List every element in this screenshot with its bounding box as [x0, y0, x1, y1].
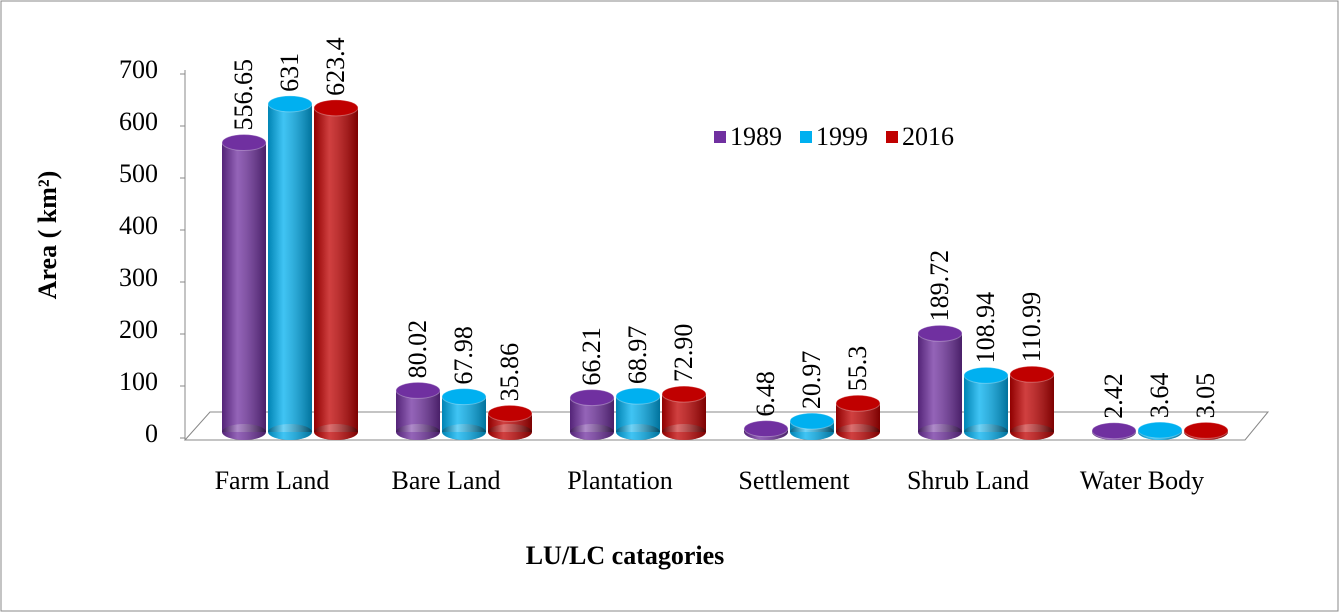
- y-tick-label: 100: [119, 367, 158, 396]
- bar-base-shade: [918, 424, 962, 440]
- y-tick-label: 400: [119, 211, 158, 240]
- bar-base-shade: [396, 424, 440, 440]
- y-tick-label: 600: [119, 107, 158, 136]
- bar-cap: [1183, 421, 1229, 439]
- bar-base-shade: [836, 424, 880, 440]
- bar-cap: [1009, 365, 1055, 383]
- x-axis-label: LU/LC catagories: [526, 541, 725, 570]
- bar-base-shade: [268, 424, 312, 440]
- bar-shade: [314, 107, 358, 432]
- bar-cap: [221, 134, 267, 152]
- bar-cap: [487, 404, 533, 422]
- x-tick-label: Shrub Land: [907, 466, 1029, 495]
- bar-shade: [1010, 374, 1054, 432]
- x-tick-label: Plantation: [567, 466, 672, 495]
- bar-base-shade: [442, 424, 486, 440]
- value-label: 110.99: [1017, 292, 1046, 363]
- value-label: 20.97: [797, 351, 826, 410]
- bar-base-shade: [488, 424, 532, 440]
- value-label: 631: [275, 53, 304, 92]
- value-label: 6.48: [751, 371, 780, 417]
- x-tick-label: Farm Land: [215, 466, 330, 495]
- x-tick-label: Settlement: [738, 466, 850, 495]
- bar-base-shade: [616, 424, 660, 440]
- legend-label: 2016: [902, 122, 954, 151]
- bar-cap: [1091, 422, 1137, 440]
- value-label: 72.90: [669, 324, 698, 383]
- value-label: 623.4: [321, 37, 350, 96]
- legend-label: 1999: [816, 122, 868, 151]
- y-axis-label: Area ( km²): [33, 171, 62, 300]
- bar-shade: [268, 103, 312, 432]
- bar-cap: [313, 99, 359, 117]
- bar-cap: [789, 412, 835, 430]
- legend-label: 1989: [730, 122, 782, 151]
- value-label: 67.98: [449, 326, 478, 385]
- bar-cap: [395, 381, 441, 399]
- x-tick-label: Water Body: [1080, 466, 1204, 495]
- legend-swatch: [800, 131, 812, 143]
- y-tick-label: 700: [119, 55, 158, 84]
- bar-base-shade: [662, 424, 706, 440]
- bar-shade: [964, 375, 1008, 432]
- bar-cap: [661, 385, 707, 403]
- value-label: 3.64: [1145, 373, 1174, 419]
- bar-cap: [615, 387, 661, 405]
- bar-cap: [1137, 421, 1183, 439]
- value-label: 66.21: [577, 327, 606, 386]
- value-label: 556.65: [229, 59, 258, 131]
- value-label: 3.05: [1191, 373, 1220, 419]
- bar-shade: [918, 333, 962, 432]
- y-tick-label: 300: [119, 263, 158, 292]
- bar-cap: [917, 324, 963, 342]
- y-tick-label: 500: [119, 159, 158, 188]
- x-tick-label: Bare Land: [391, 466, 500, 495]
- bar-cap: [267, 95, 313, 113]
- legend-swatch: [886, 131, 898, 143]
- bar-base-shade: [222, 424, 266, 440]
- bar-base-shade: [964, 424, 1008, 440]
- value-label: 55.3: [843, 346, 872, 392]
- bar-base-shade: [314, 424, 358, 440]
- y-tick-label: 200: [119, 315, 158, 344]
- value-label: 80.02: [403, 320, 432, 379]
- value-label: 189.72: [925, 250, 954, 322]
- bar-cap: [963, 366, 1009, 384]
- legend-swatch: [714, 131, 726, 143]
- value-label: 68.97: [623, 326, 652, 385]
- bar-cap: [835, 394, 881, 412]
- value-label: 35.86: [495, 343, 524, 402]
- bar-base-shade: [570, 424, 614, 440]
- bar-cap: [569, 389, 615, 407]
- y-tick-label: 0: [145, 419, 158, 448]
- value-label: 2.42: [1099, 373, 1128, 419]
- bar-cap: [743, 420, 789, 438]
- bar-shade: [222, 142, 266, 433]
- bar-cap: [441, 388, 487, 406]
- value-label: 108.94: [971, 292, 1000, 364]
- bar-base-shade: [1010, 424, 1054, 440]
